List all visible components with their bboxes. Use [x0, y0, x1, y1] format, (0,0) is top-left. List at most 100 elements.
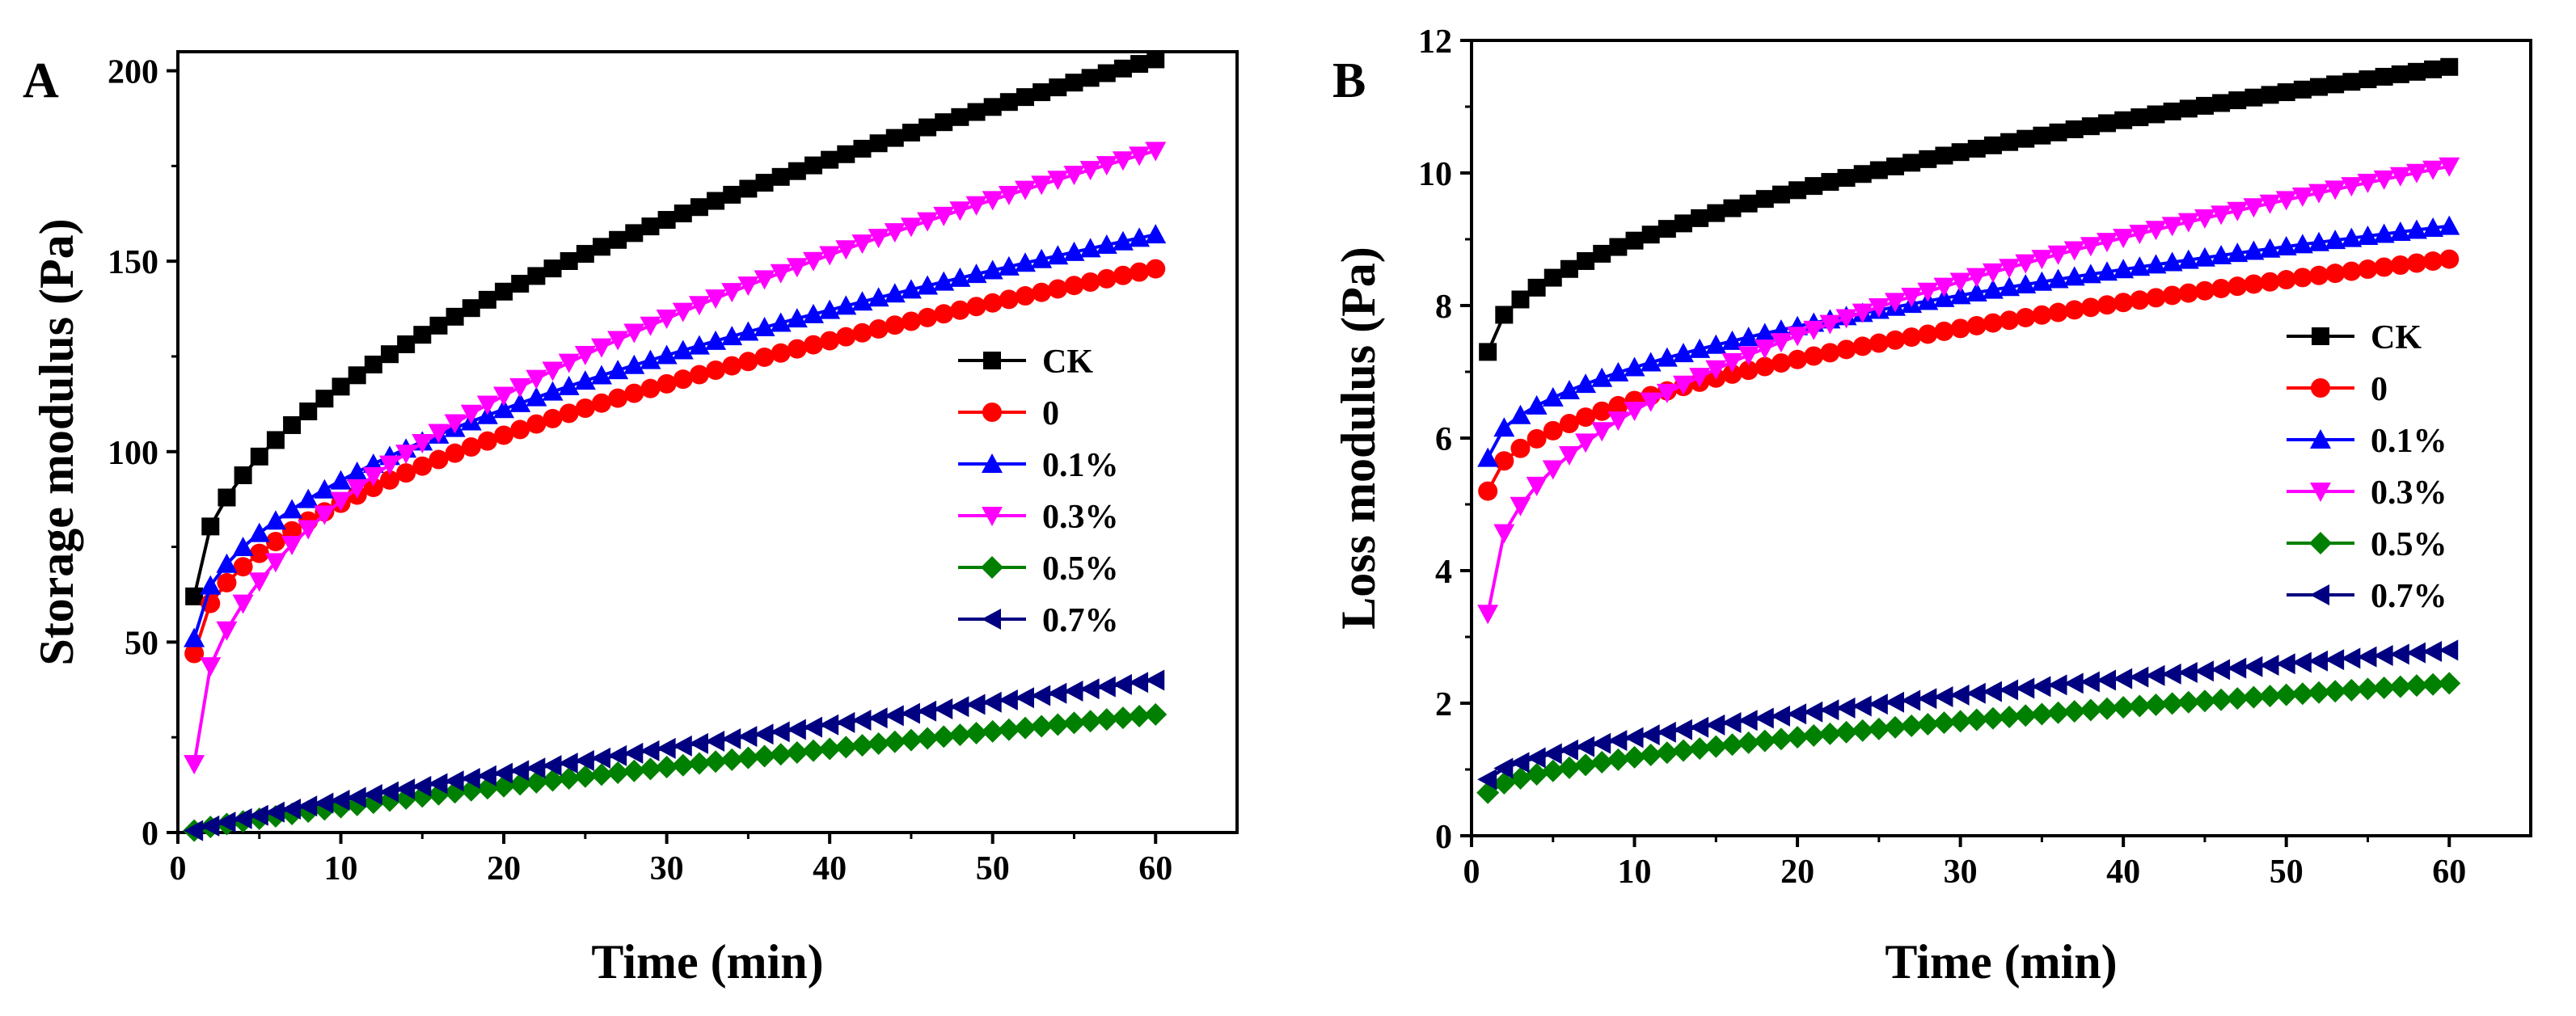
panel-a-data-point — [1033, 83, 1051, 102]
panel-b-data-point — [1510, 496, 1531, 516]
panel-b-data-point — [2112, 696, 2135, 719]
panel-a-data-point — [689, 365, 709, 385]
panel-a-data-point — [721, 326, 743, 346]
panel-b-data-point — [2179, 99, 2198, 118]
panel-a-data-point — [1129, 227, 1151, 247]
panel-b-data-point — [1902, 154, 1921, 172]
panel-b-data-point — [2310, 78, 2328, 96]
panel-a-data-point — [282, 521, 302, 541]
panel-b-data-point — [1949, 272, 1971, 293]
panel-a-data-point — [1079, 161, 1101, 181]
panel-a-legend-label: 0.1% — [1042, 447, 1119, 484]
panel-b-data-point — [1721, 711, 1742, 733]
panel-b-x-tick-label: 60 — [2432, 854, 2466, 891]
panel-b-data-point — [2309, 265, 2329, 285]
panel-b-data-point — [2210, 688, 2233, 711]
panel-a-data-point — [1063, 166, 1085, 186]
panel-b-data-point — [2049, 123, 2067, 141]
panel-b-data-point — [2015, 273, 2037, 293]
panel-b-data-point — [2212, 94, 2231, 112]
panel-a-data-point — [737, 726, 758, 748]
panel-b-data-point — [2147, 105, 2165, 124]
panel-a-data-point — [674, 204, 692, 223]
panel-a-data-point — [184, 627, 205, 647]
panel-a-series-CK — [185, 50, 1165, 605]
panel-b-data-point — [1543, 268, 1562, 287]
panel-b-data-point — [2373, 170, 2395, 190]
panel-b-data-point — [1933, 277, 1955, 297]
panel-a-data-point — [362, 466, 384, 487]
panel-b-data-point — [2032, 305, 2052, 325]
panel-b-data-point — [1493, 417, 1515, 437]
panel-a-data-point — [902, 124, 920, 142]
panel-a-data-point — [1064, 276, 1084, 296]
panel-a-data-point — [460, 404, 482, 424]
panel-b-data-point — [1770, 705, 1790, 727]
panel-b-data-point — [1867, 717, 1890, 740]
panel-a-data-point — [671, 753, 695, 777]
panel-a-data-point — [770, 263, 792, 284]
panel-b-data-point — [1738, 360, 1759, 381]
panel-a-data-point — [803, 303, 824, 323]
panel-b-data-point — [1689, 716, 1709, 738]
panel-a-data-point — [754, 270, 775, 290]
panel-a-data-point — [884, 283, 906, 303]
panel-b-data-point — [2194, 209, 2215, 229]
panel-a-data-point — [395, 778, 416, 800]
panel-b-data-point — [1655, 741, 1679, 765]
panel-a-data-point — [623, 354, 645, 374]
panel-b-data-point — [2048, 302, 2068, 323]
panel-b-data-point — [2422, 641, 2443, 663]
panel-b-data-point — [2405, 163, 2427, 183]
panel-b-data-point — [2128, 694, 2152, 718]
panel-b-data-point — [1886, 157, 1904, 175]
panel-b-data-point — [2422, 672, 2445, 696]
panel-b-data-point — [1916, 713, 1940, 736]
panel-a-data-point — [737, 321, 759, 341]
panel-b-data-point — [2097, 233, 2118, 253]
panel-b-data-point — [2325, 180, 2346, 200]
panel-a-data-point — [232, 807, 252, 829]
panel-a-data-point — [1113, 265, 1133, 285]
panel-a-data-point — [591, 338, 612, 358]
panel-b-data-point — [2291, 651, 2312, 673]
panel-b-data-point — [2014, 704, 2038, 727]
panel-b-data-point — [1820, 343, 1840, 363]
panel-a-data-point — [802, 739, 825, 762]
panel-b-data-point — [1511, 290, 1530, 309]
panel-b-data-point — [1949, 710, 1972, 733]
panel-a-data-point — [476, 395, 498, 415]
panel-a-data-point — [704, 750, 728, 774]
panel-b-data-point — [1901, 287, 1923, 307]
panel-b-data-point — [1982, 279, 2004, 299]
panel-b-data-point — [2177, 690, 2200, 714]
panel-b-data-point — [2047, 268, 2069, 289]
panel-a-data-point — [851, 734, 874, 757]
panel-b-data-point — [2000, 310, 2020, 331]
panel-b-data-point — [2342, 261, 2362, 281]
panel-b-data-point — [1558, 380, 1580, 400]
panel-b-data-point — [2194, 247, 2215, 267]
panel-a-data-point — [624, 383, 644, 403]
panel-b-data-point — [1674, 214, 1692, 233]
panel-a-data-point — [558, 353, 580, 373]
panel-b-data-point — [2177, 249, 2199, 269]
panel-b-data-point — [1704, 735, 1728, 758]
panel-b-data-point — [2293, 80, 2312, 99]
panel-b-data-point — [2372, 676, 2396, 699]
panel-b-data-point — [1691, 209, 1709, 227]
panel-b-data-point — [2439, 639, 2459, 661]
panel-b-data-point — [1934, 321, 1954, 341]
panel-a-data-point — [557, 767, 581, 790]
panel-a-data-point — [281, 535, 303, 555]
panel-a-data-point — [721, 283, 743, 303]
panel-a-data-point — [656, 310, 678, 330]
panel-a-data-point — [607, 331, 629, 351]
panel-b-data-point — [2016, 307, 2036, 327]
panel-b-data-point — [1804, 346, 1824, 366]
panel-b-legend-marker — [2312, 327, 2329, 345]
panel-b-data-point — [2228, 276, 2248, 297]
panel-b-data-point — [2161, 251, 2183, 272]
panel-b-data-point — [1982, 681, 2002, 702]
panel-b-data-point — [2211, 244, 2232, 264]
